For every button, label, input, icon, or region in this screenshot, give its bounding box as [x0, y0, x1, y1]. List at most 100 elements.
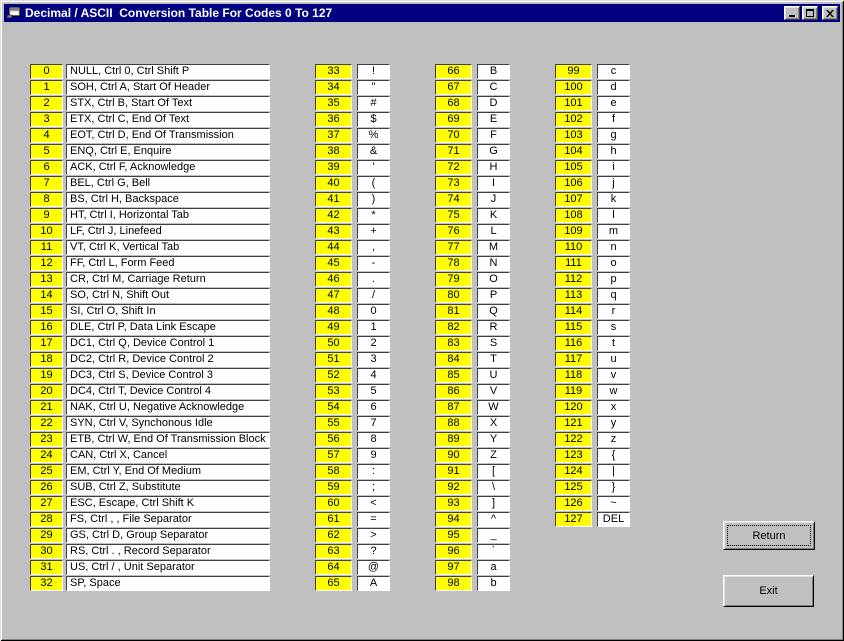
- table-row: 95 _: [435, 528, 510, 543]
- char-box: N: [477, 256, 510, 271]
- description-box: CAN, Ctrl X, Cancel: [66, 448, 270, 463]
- char-box: %: [357, 128, 390, 143]
- description-box: DC2, Ctrl R, Device Control 2: [66, 352, 270, 367]
- table-row: 79 O: [435, 272, 510, 287]
- table-row: 73 I: [435, 176, 510, 191]
- char-box: C: [477, 80, 510, 95]
- code-box: 82: [435, 320, 472, 335]
- table-row: 31 US, Ctrl / , Unit Separator: [30, 560, 270, 575]
- char-box: 6: [357, 400, 390, 415]
- code-box: 123: [555, 448, 592, 463]
- table-row: 16 DLE, Ctrl P, Data Link Escape: [30, 320, 270, 335]
- table-row: 112 p: [555, 272, 630, 287]
- titlebar[interactable]: Decimal / ASCII Conversion Table For Cod…: [4, 4, 840, 22]
- table-row: 89 Y: [435, 432, 510, 447]
- table-row: 32 SP, Space: [30, 576, 270, 591]
- code-box: 1: [30, 80, 63, 95]
- table-row: 41): [315, 192, 390, 207]
- code-box: 40: [315, 176, 352, 191]
- table-row: 62 >: [315, 528, 390, 543]
- code-box: 45: [315, 256, 352, 271]
- code-box: 120: [555, 400, 592, 415]
- code-box: 38: [315, 144, 352, 159]
- table-row: 24 CAN, Ctrl X, Cancel: [30, 448, 270, 463]
- char-box: Y: [477, 432, 510, 447]
- minimize-button[interactable]: [784, 6, 800, 20]
- code-box: 3: [30, 112, 63, 127]
- code-box: 2: [30, 96, 63, 111]
- table-row: 93]: [435, 496, 510, 511]
- code-box: 67: [435, 80, 472, 95]
- table-row: 21 NAK, Ctrl U, Negative Acknowledge: [30, 400, 270, 415]
- return-button[interactable]: Return: [723, 521, 815, 550]
- char-box: -: [357, 256, 390, 271]
- table-row: 107 k: [555, 192, 630, 207]
- table-row: 13 CR, Ctrl M, Carriage Return: [30, 272, 270, 287]
- table-row: 12 FF, Ctrl L, Form Feed: [30, 256, 270, 271]
- table-row: 63?: [315, 544, 390, 559]
- table-row: 82 R: [435, 320, 510, 335]
- char-box: e: [597, 96, 630, 111]
- char-box: K: [477, 208, 510, 223]
- char-box: 3: [357, 352, 390, 367]
- code-box: 71: [435, 144, 472, 159]
- maximize-button[interactable]: [802, 6, 818, 20]
- code-box: 46: [315, 272, 352, 287]
- table-row: 58:: [315, 464, 390, 479]
- table-row: 92 \: [435, 480, 510, 495]
- char-box: L: [477, 224, 510, 239]
- close-icon: [823, 7, 837, 19]
- char-box: =: [357, 512, 390, 527]
- table-row: 110 n: [555, 240, 630, 255]
- code-box: 33: [315, 64, 352, 79]
- code-box: 28: [30, 512, 63, 527]
- char-box: `: [477, 544, 510, 559]
- table-row: 42 *: [315, 208, 390, 223]
- table-row: 39 ': [315, 160, 390, 175]
- description-box: NAK, Ctrl U, Negative Acknowledge: [66, 400, 270, 415]
- table-row: 83 S: [435, 336, 510, 351]
- code-box: 99: [555, 64, 592, 79]
- table-row: 44,: [315, 240, 390, 255]
- table-row: 22 SYN, Ctrl V, Synchonous Idle: [30, 416, 270, 431]
- code-box: 81: [435, 304, 472, 319]
- table-row: 70 F: [435, 128, 510, 143]
- table-row: 52 4: [315, 368, 390, 383]
- close-button[interactable]: [822, 6, 838, 20]
- table-row: 20 DC4, Ctrl T, Device Control 4: [30, 384, 270, 399]
- table-row: 30 RS, Ctrl . , Record Separator: [30, 544, 270, 559]
- code-box: 104: [555, 144, 592, 159]
- description-box: VT, Ctrl K, Vertical Tab: [66, 240, 270, 255]
- char-box: V: [477, 384, 510, 399]
- code-box: 76: [435, 224, 472, 239]
- table-row: 100 d: [555, 80, 630, 95]
- exit-button[interactable]: Exit: [723, 575, 814, 607]
- char-box: l: [597, 208, 630, 223]
- code-box: 124: [555, 464, 592, 479]
- code-box: 63: [315, 544, 352, 559]
- table-row: 88 X: [435, 416, 510, 431]
- code-box: 51: [315, 352, 352, 367]
- code-box: 97: [435, 560, 472, 575]
- table-row: 101 e: [555, 96, 630, 111]
- description-box: DC1, Ctrl Q, Device Control 1: [66, 336, 270, 351]
- table-row: 120 x: [555, 400, 630, 415]
- description-box: SYN, Ctrl V, Synchonous Idle: [66, 416, 270, 431]
- code-box: 107: [555, 192, 592, 207]
- window-title: Decimal / ASCII Conversion Table For Cod…: [25, 6, 333, 20]
- exit-button-label: Exit: [759, 585, 778, 597]
- char-box: P: [477, 288, 510, 303]
- code-box: 44: [315, 240, 352, 255]
- code-box: 6: [30, 160, 63, 175]
- table-row: 117 u: [555, 352, 630, 367]
- code-box: 20: [30, 384, 63, 399]
- table-row: 9 HT, Ctrl I, Horizontal Tab: [30, 208, 270, 223]
- code-box: 117: [555, 352, 592, 367]
- code-box: 12: [30, 256, 63, 271]
- table-row: 72 H: [435, 160, 510, 175]
- table-row: 57 9: [315, 448, 390, 463]
- char-box: .: [357, 272, 390, 287]
- table-row: 66 B: [435, 64, 510, 79]
- code-box: 26: [30, 480, 63, 495]
- code-box: 96: [435, 544, 472, 559]
